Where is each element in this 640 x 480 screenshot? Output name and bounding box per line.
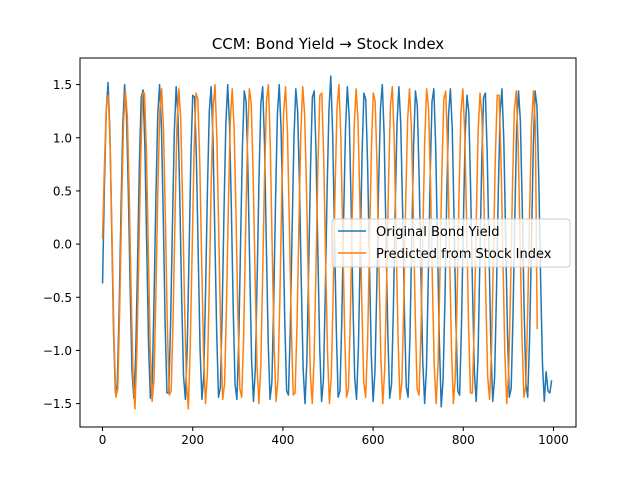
chart-title: CCM: Bond Yield → Stock Index (212, 35, 444, 53)
y-tick-label: −1.0 (43, 344, 72, 358)
x-axis: 0 200 400 600 800 1000 (99, 427, 569, 447)
legend-box (331, 218, 571, 268)
plot-area: 0 200 400 600 800 1000 −1.5 −1.0 −0.5 0.0 0.5 1.0 1… (43, 57, 577, 447)
x-tick-label: 0 (99, 433, 107, 447)
series-layer (101, 75, 553, 410)
y-axis: −1.5 −1.0 −0.5 0.0 0.5 1.0 1.5 (43, 78, 80, 411)
y-tick-label: 0.5 (53, 184, 72, 198)
y-tick-label: 1.5 (53, 78, 72, 92)
legend: Original Bond Yield Predicted from Stock… (331, 218, 571, 268)
x-tick-label: 800 (452, 433, 475, 447)
legend-label-original-bond-yield: Original Bond Yield (376, 225, 499, 240)
y-tick-label: 0.0 (53, 238, 72, 252)
x-tick-label: 1000 (538, 433, 569, 447)
y-tick-label: 1.0 (53, 131, 72, 145)
x-tick-label: 400 (271, 433, 294, 447)
axes-frame (79, 57, 577, 428)
x-tick-label: 600 (362, 433, 385, 447)
y-tick-label: −1.5 (43, 397, 72, 411)
y-tick-label: −0.5 (43, 291, 72, 305)
legend-label-predicted-from-stock-index: Predicted from Stock Index (376, 247, 552, 262)
series-line-predicted-from-stock-index (101, 83, 538, 410)
x-tick-label: 200 (181, 433, 204, 447)
